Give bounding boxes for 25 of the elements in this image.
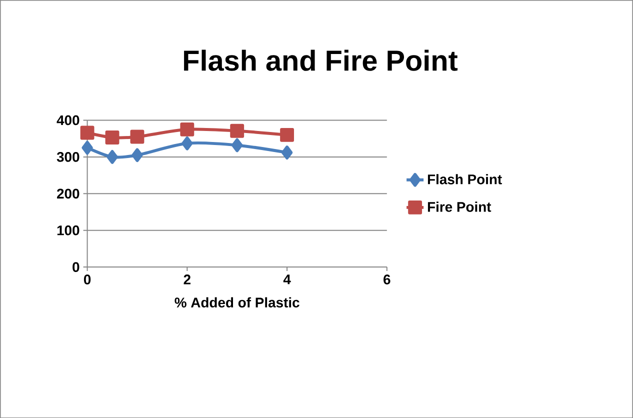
point (230, 124, 244, 138)
legend-label: Flash Point (428, 174, 502, 184)
y-tick-label: 300 (56, 152, 80, 162)
point (132, 148, 143, 162)
point (281, 145, 293, 160)
x-tick-label: 6 (384, 274, 390, 284)
point (106, 150, 118, 164)
point (182, 136, 193, 150)
point (232, 138, 243, 152)
point (280, 128, 294, 142)
y-tick-label: 400 (56, 115, 80, 126)
x-axis-title: % Added of Plastic (174, 297, 300, 308)
y-tick-label: 100 (57, 225, 80, 236)
y-tick-label: 200 (57, 188, 80, 198)
point (80, 126, 94, 140)
legend-label: Fire Point (428, 202, 492, 212)
point (82, 140, 93, 155)
x-tick-label: 2 (184, 274, 190, 284)
chart-title: Flash and Fire Point (184, 50, 458, 71)
y-tick-label: 0 (72, 262, 80, 272)
x-tick-label: 4 (283, 274, 291, 284)
point (105, 130, 120, 144)
point (180, 122, 194, 136)
x-tick-label: 0 (84, 274, 91, 284)
point (130, 130, 144, 144)
